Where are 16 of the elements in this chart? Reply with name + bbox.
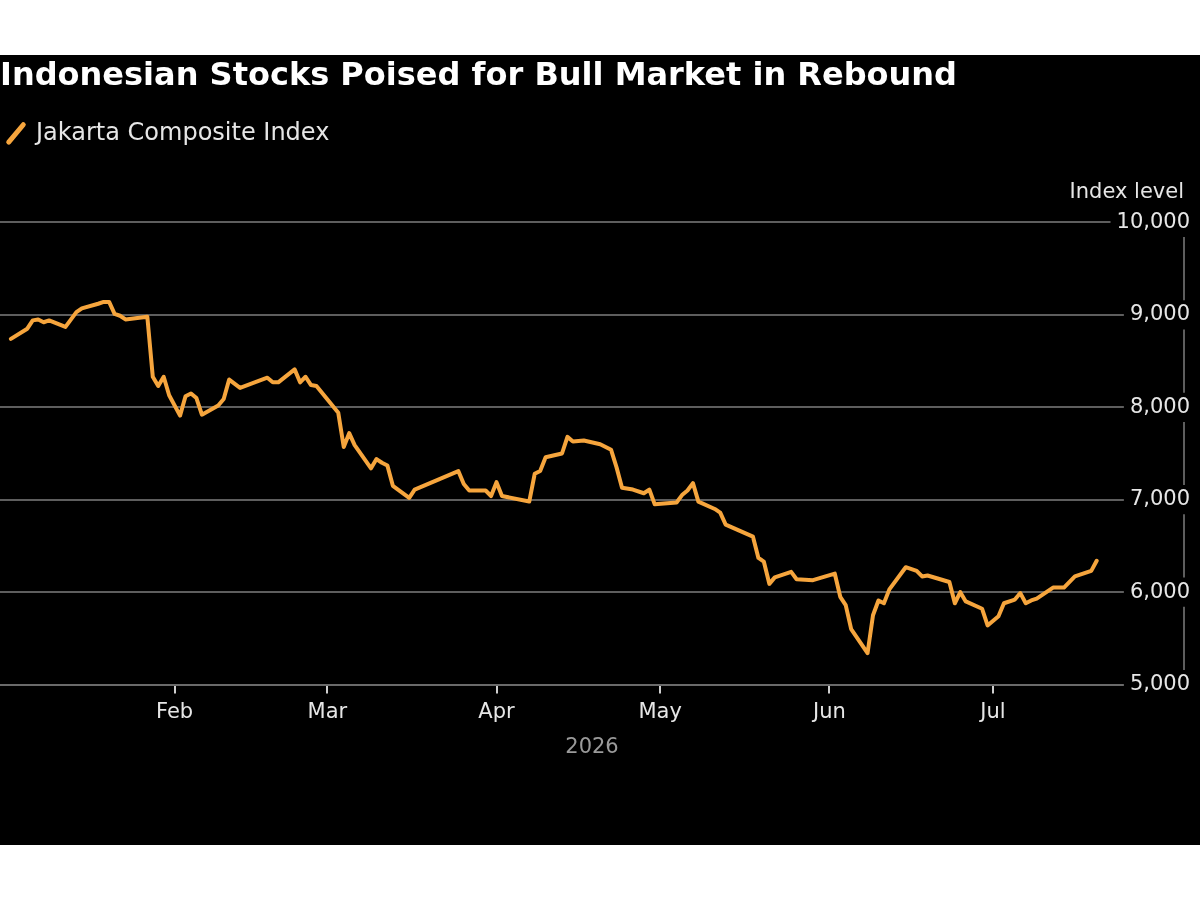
x-tick-label: May <box>638 698 682 723</box>
y-tick-label: 6,000 <box>1129 578 1190 603</box>
x-axis-title: 2026 <box>565 733 619 758</box>
x-tick-label: Apr <box>478 698 516 723</box>
y-tick-label: 8,000 <box>1129 393 1190 418</box>
y-tick-label: 10,000 <box>1116 208 1190 233</box>
x-tick-label: Mar <box>307 698 348 723</box>
y-axis-title: Index level <box>1069 178 1184 203</box>
x-tick-label: Feb <box>156 698 194 723</box>
y-tick-label: 7,000 <box>1129 486 1190 511</box>
chart-title: Indonesian Stocks Poised for Bull Market in Rebound <box>0 54 958 93</box>
y-tick-label: 5,000 <box>1129 671 1190 696</box>
legend-label: Jakarta Composite Index <box>34 117 330 146</box>
x-tick-label: Jun <box>810 698 846 723</box>
x-tick-label: Jul <box>978 698 1006 723</box>
y-tick-label: 9,000 <box>1129 301 1190 326</box>
